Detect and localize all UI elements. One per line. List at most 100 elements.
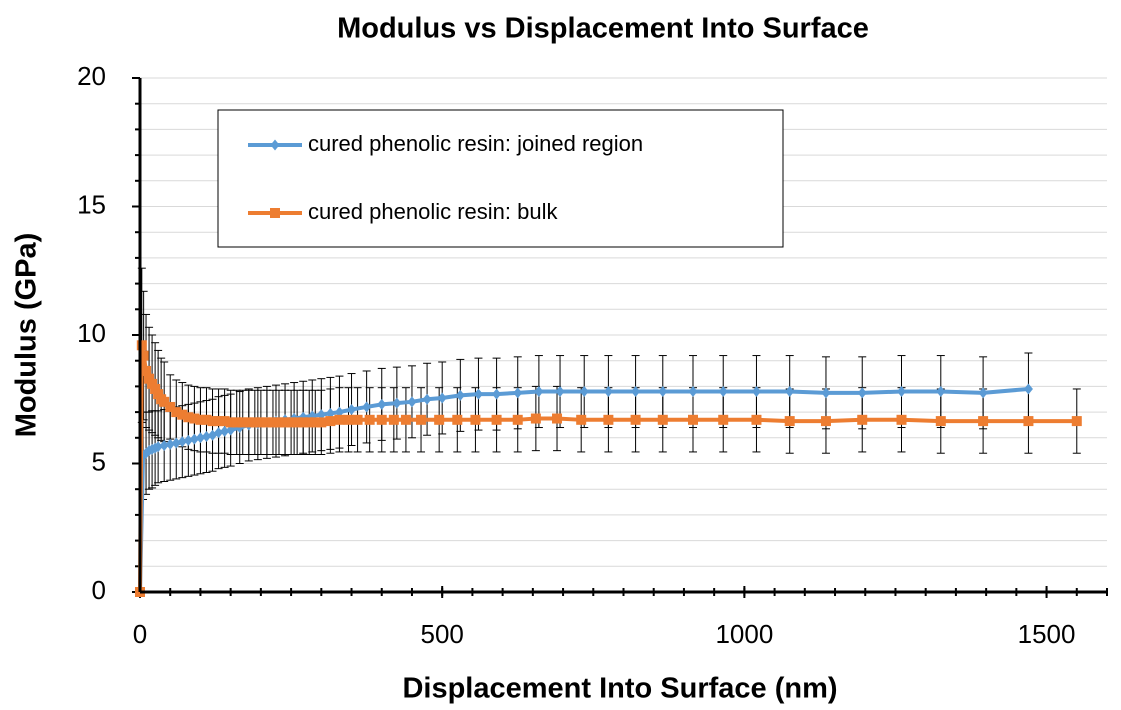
point	[177, 436, 187, 448]
y-tick-label: 5	[92, 446, 106, 476]
point	[434, 414, 445, 425]
point	[225, 417, 236, 428]
point	[195, 414, 206, 425]
legend-box	[217, 109, 784, 248]
point	[785, 386, 795, 398]
point	[513, 387, 523, 399]
point	[298, 417, 309, 428]
point	[147, 378, 158, 389]
point	[376, 414, 387, 425]
point	[220, 425, 230, 437]
point	[213, 416, 224, 427]
point	[552, 413, 563, 424]
point	[377, 398, 387, 410]
point	[718, 386, 728, 398]
point	[555, 386, 565, 398]
point	[195, 432, 205, 444]
point	[1071, 416, 1082, 427]
point	[452, 414, 463, 425]
point	[214, 427, 224, 439]
point	[270, 208, 280, 218]
point	[362, 401, 372, 413]
point	[201, 431, 211, 443]
x-axis-label: Displacement Into Surface (nm)	[402, 673, 837, 705]
point	[857, 387, 867, 399]
point	[183, 434, 193, 446]
point	[270, 139, 280, 151]
point	[470, 414, 481, 425]
point	[144, 373, 155, 384]
point	[576, 414, 587, 425]
point	[718, 414, 729, 425]
point	[400, 414, 411, 425]
point	[261, 417, 272, 428]
point	[437, 392, 447, 404]
point	[603, 386, 613, 398]
y-axis-label: Modulus (GPa)	[11, 233, 43, 438]
point	[310, 417, 321, 428]
point	[857, 414, 868, 425]
point	[165, 401, 176, 412]
point	[392, 397, 402, 409]
point	[896, 414, 907, 425]
point	[820, 416, 831, 427]
point	[171, 407, 182, 418]
point	[280, 417, 291, 428]
point	[150, 383, 161, 394]
point	[579, 386, 589, 398]
point	[688, 414, 699, 425]
point	[159, 440, 169, 452]
point	[407, 396, 417, 408]
point	[159, 396, 170, 407]
point	[219, 416, 230, 427]
point	[751, 386, 761, 398]
point	[473, 388, 483, 400]
point	[603, 414, 614, 425]
point	[207, 416, 218, 427]
point	[274, 417, 285, 428]
point	[249, 417, 260, 428]
point	[316, 417, 327, 428]
point	[138, 350, 149, 361]
point	[530, 413, 541, 424]
point	[352, 414, 363, 425]
point	[231, 417, 242, 428]
point	[201, 414, 212, 425]
point	[243, 417, 254, 428]
point	[267, 417, 278, 428]
x-tick-label: 500	[420, 619, 463, 649]
x-tick-label: 1500	[1018, 619, 1076, 649]
point	[183, 412, 194, 423]
point	[325, 416, 336, 427]
point	[688, 386, 698, 398]
point	[978, 387, 988, 399]
point	[237, 417, 248, 428]
point	[189, 433, 199, 445]
point	[171, 437, 181, 449]
point	[492, 388, 502, 400]
point	[534, 386, 544, 398]
point	[136, 340, 147, 351]
y-tick-label: 20	[77, 61, 106, 91]
point	[935, 416, 946, 427]
point	[512, 414, 523, 425]
point	[286, 417, 297, 428]
point	[153, 389, 164, 400]
legend-label: cured phenolic resin: joined region	[308, 131, 643, 156]
point	[630, 414, 641, 425]
point	[631, 386, 641, 398]
point	[334, 414, 345, 425]
legend: cured phenolic resin: joined region cured…	[217, 109, 784, 248]
point	[422, 393, 432, 405]
point	[978, 416, 989, 427]
point	[491, 414, 502, 425]
point	[292, 417, 303, 428]
point	[751, 414, 762, 425]
point	[141, 365, 152, 376]
point	[416, 414, 427, 425]
point	[165, 438, 175, 450]
point	[304, 417, 315, 428]
point	[936, 386, 946, 398]
x-tick-label: 0	[133, 619, 147, 649]
